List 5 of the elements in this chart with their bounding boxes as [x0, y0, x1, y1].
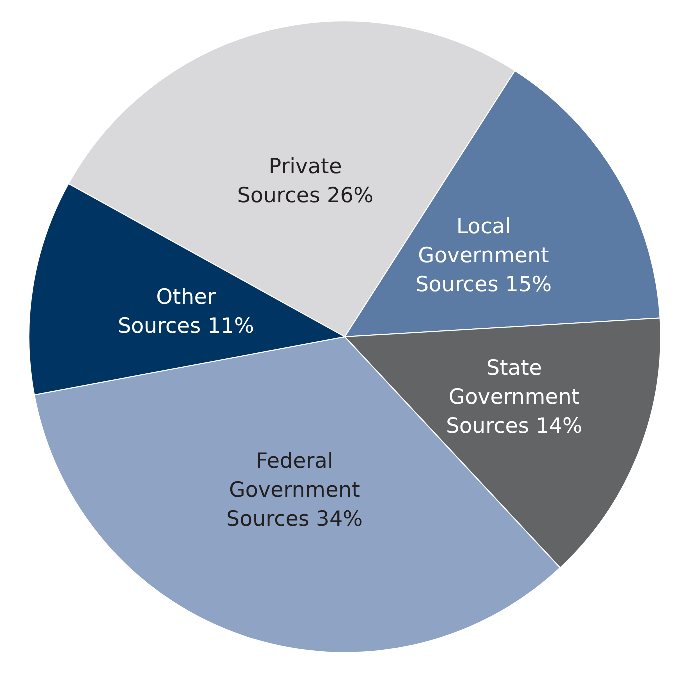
slice-label: Private Sources 26% [237, 154, 374, 208]
slice-label: Local Government Sources 15% [416, 214, 552, 297]
slice-label: State Government Sources 14% [446, 356, 583, 438]
slice-label: Other Sources 11% [118, 284, 254, 338]
slice-label: Federal Government Sources 34% [226, 448, 363, 531]
